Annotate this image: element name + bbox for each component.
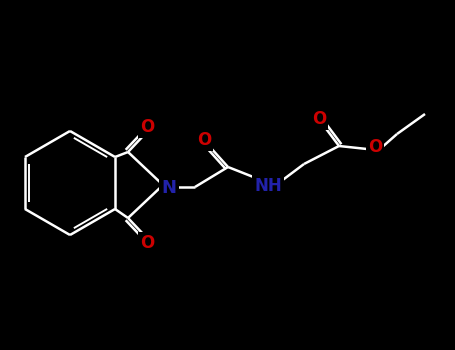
Text: O: O <box>140 234 154 252</box>
Text: O: O <box>312 110 326 128</box>
Text: O: O <box>197 131 211 149</box>
Text: N: N <box>162 179 177 197</box>
Text: NH: NH <box>254 177 282 195</box>
Text: O: O <box>140 118 154 136</box>
Text: O: O <box>368 138 382 156</box>
